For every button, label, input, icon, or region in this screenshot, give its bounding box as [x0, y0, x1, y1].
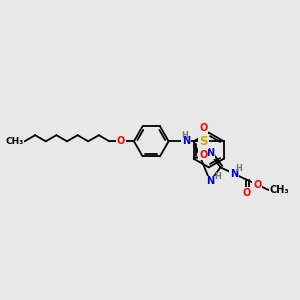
Text: N: N — [206, 176, 214, 186]
Text: CH₃: CH₃ — [5, 137, 23, 146]
Text: H: H — [235, 164, 242, 173]
Text: N: N — [182, 136, 190, 146]
Text: O: O — [116, 136, 125, 146]
Text: H: H — [182, 131, 188, 140]
Text: N: N — [230, 169, 238, 179]
Text: N: N — [206, 148, 214, 158]
Text: O: O — [253, 180, 262, 190]
Text: O: O — [199, 150, 208, 160]
Text: O: O — [199, 123, 208, 133]
Text: O: O — [242, 188, 250, 198]
Text: S: S — [199, 135, 208, 148]
Text: CH₃: CH₃ — [269, 185, 289, 195]
Text: H: H — [214, 172, 221, 181]
